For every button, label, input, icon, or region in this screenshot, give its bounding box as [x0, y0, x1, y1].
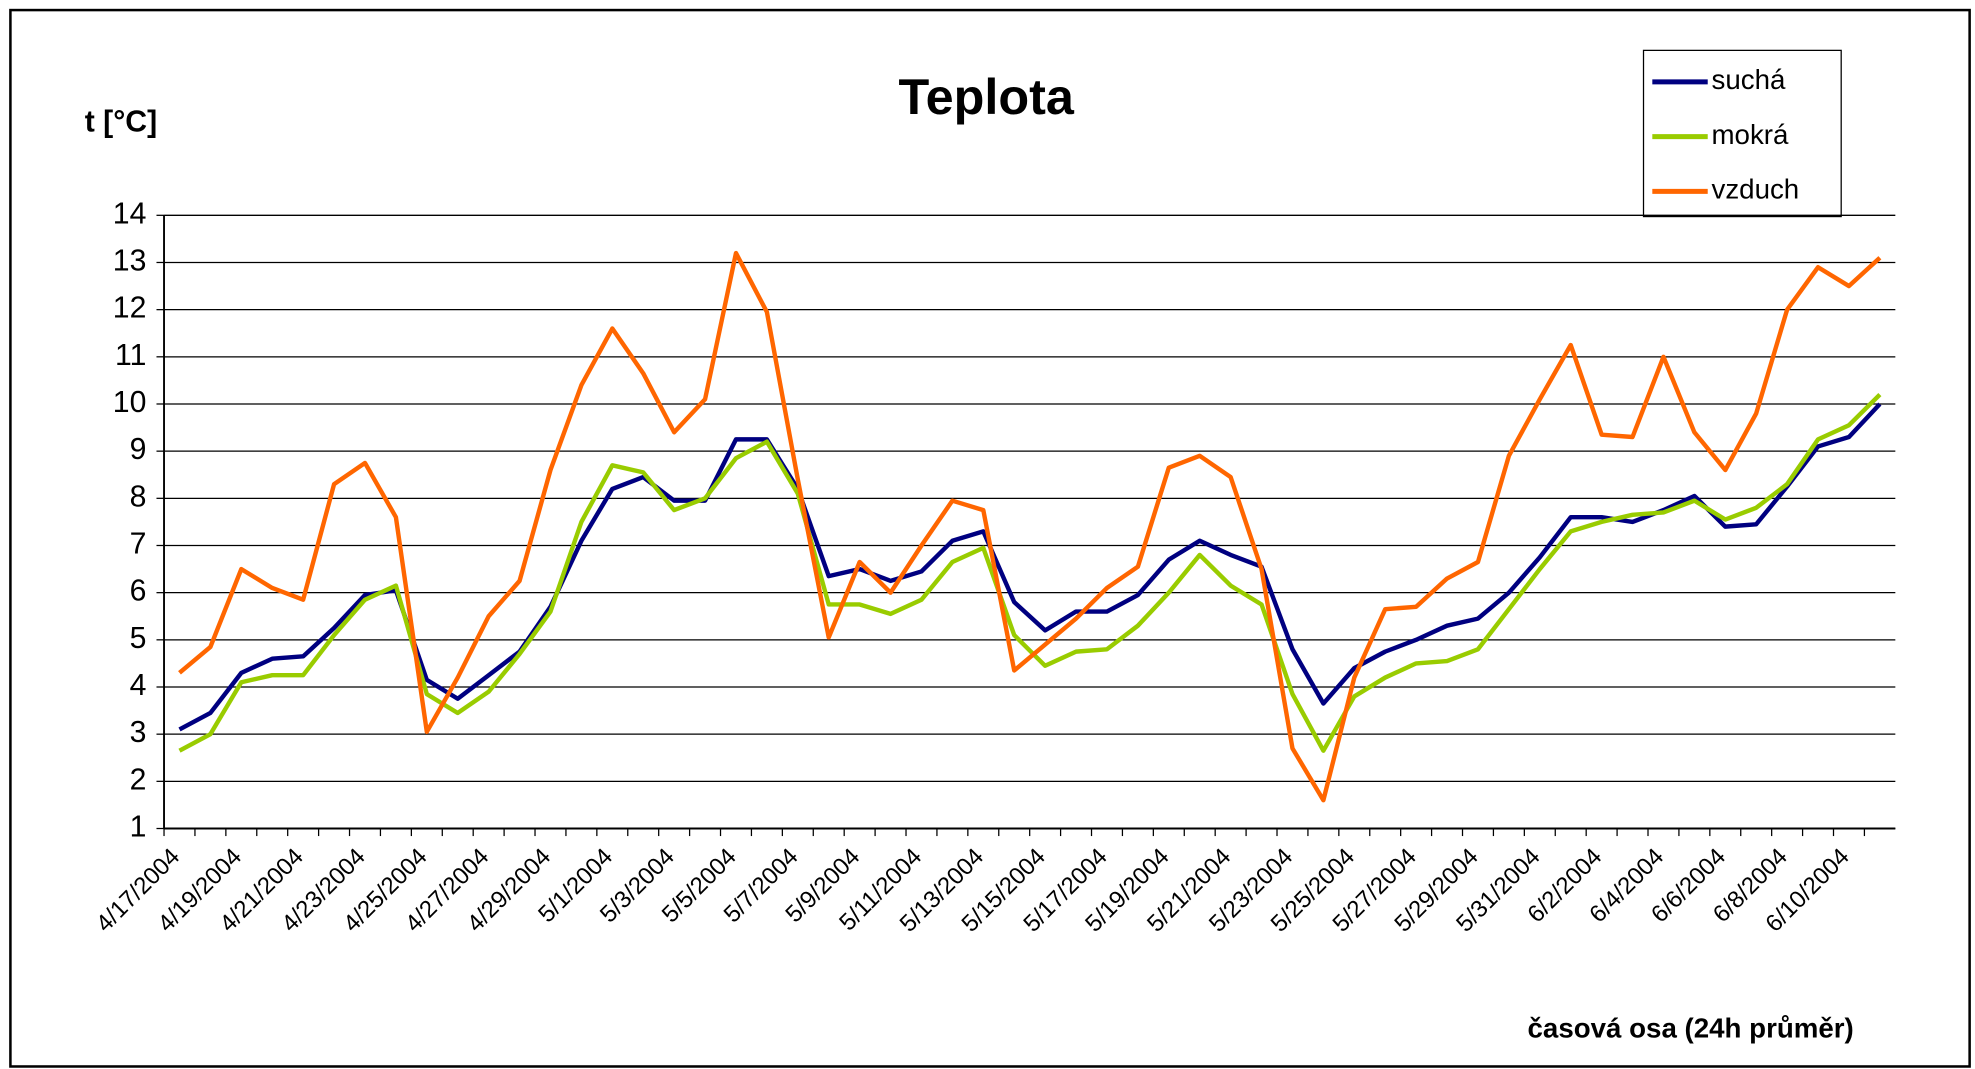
legend-label: suchá — [1711, 64, 1785, 95]
y-tick-label: 3 — [130, 716, 147, 749]
data-line — [178, 250, 1882, 803]
data-line — [178, 402, 1882, 732]
y-tick-label: 10 — [113, 386, 147, 419]
y-tick-label: 5 — [130, 622, 147, 655]
y-tick-label: 2 — [130, 763, 147, 796]
y-axis-label: t [°C] — [85, 105, 157, 138]
x-axis-label: časová osa (24h průměr) — [1528, 1012, 1854, 1043]
legend-label: mokrá — [1711, 119, 1789, 150]
y-tick-label: 8 — [130, 480, 147, 513]
y-tick-label: 7 — [130, 527, 147, 560]
y-tick-label: 14 — [113, 197, 147, 230]
legend-label: vzduch — [1711, 174, 1799, 205]
y-tick-label: 12 — [113, 292, 147, 325]
y-tick-label: 1 — [130, 810, 147, 843]
y-tick-label: 13 — [113, 244, 147, 277]
y-tick-label: 11 — [115, 339, 146, 372]
y-tick-label: 9 — [130, 433, 147, 466]
data-line — [178, 392, 1882, 753]
y-tick-label: 6 — [130, 575, 147, 608]
y-tick-label: 4 — [130, 669, 147, 702]
chart-title: Teplota — [899, 68, 1075, 125]
